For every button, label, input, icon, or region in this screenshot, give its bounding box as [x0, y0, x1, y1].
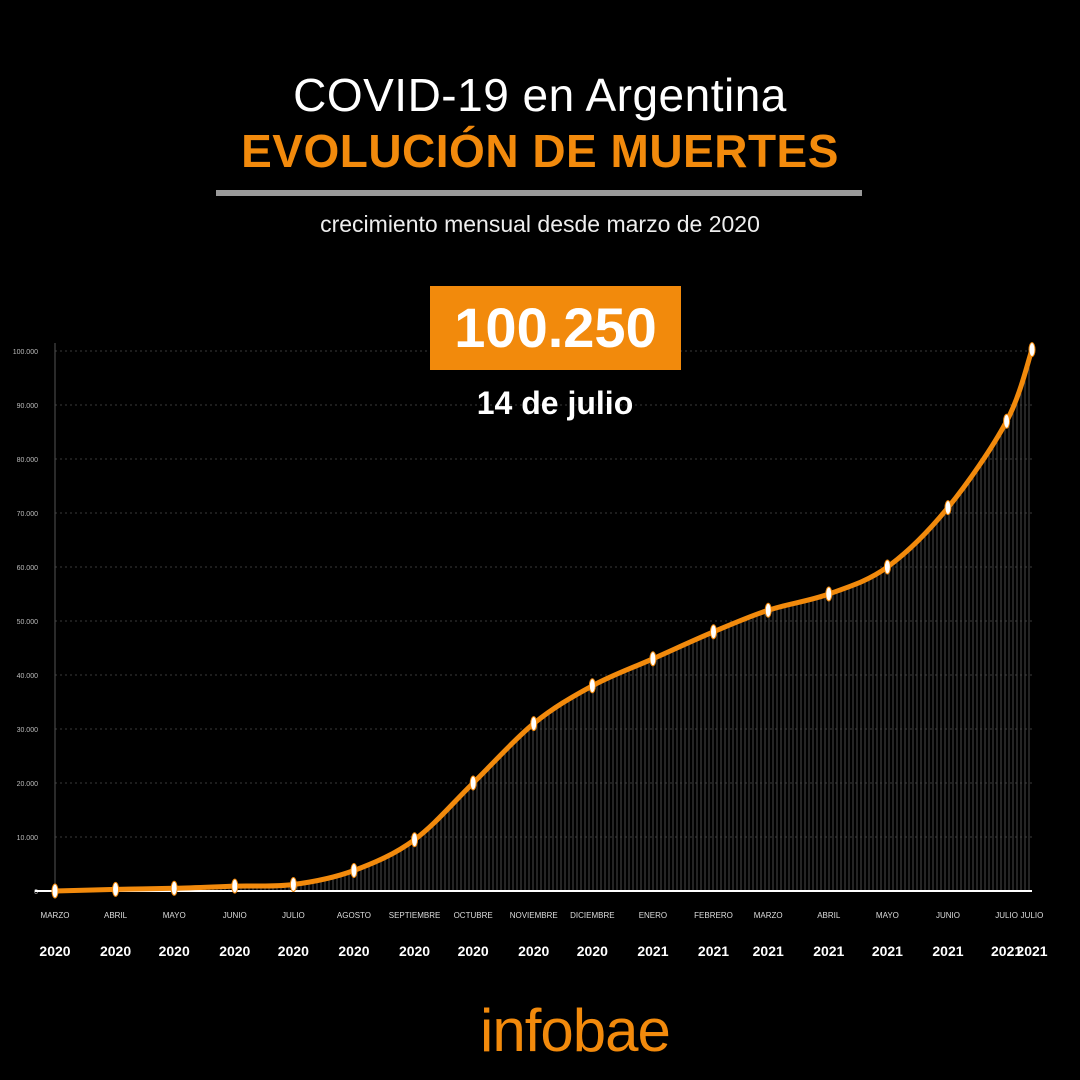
- y-tick-label: 70.000: [17, 511, 39, 518]
- y-tick-label: 100.000: [13, 349, 38, 356]
- y-tick-label: 0: [34, 889, 38, 896]
- x-tick-year: 2020: [338, 943, 369, 959]
- data-point: [231, 878, 239, 894]
- x-tick-month: NOVIEMBRE: [510, 911, 558, 920]
- chart-headline: EVOLUCIÓN DE MUERTES: [241, 125, 839, 177]
- infobae-logo: infobae: [480, 997, 671, 1064]
- x-tick-month: JULIO: [282, 911, 305, 920]
- x-tick-year: 2020: [39, 943, 70, 959]
- data-point: [112, 881, 120, 897]
- data-point: [51, 883, 59, 899]
- x-tick-month: ABRIL: [817, 911, 841, 920]
- x-tick-month: MAYO: [163, 911, 186, 920]
- x-tick-year: 2020: [518, 943, 549, 959]
- x-tick-month: DICIEMBRE: [570, 911, 614, 920]
- data-point: [1003, 413, 1011, 429]
- data-point: [530, 716, 538, 732]
- x-tick-year: 2021: [1016, 943, 1047, 959]
- x-tick-month: MAYO: [876, 911, 899, 920]
- x-tick-year: 2021: [813, 943, 844, 959]
- data-point: [350, 862, 358, 878]
- chart-title: COVID-19 en Argentina: [293, 69, 787, 121]
- x-tick-month: ABRIL: [104, 911, 128, 920]
- y-tick-label: 60.000: [17, 565, 39, 572]
- x-tick-year: 2021: [637, 943, 668, 959]
- x-tick-year: 2020: [399, 943, 430, 959]
- x-tick-month: ENERO: [639, 911, 667, 920]
- data-point: [883, 559, 891, 575]
- data-point: [944, 500, 952, 516]
- y-tick-label: 50.000: [17, 619, 39, 626]
- x-tick-year: 2020: [219, 943, 250, 959]
- y-tick-label: 20.000: [17, 781, 39, 788]
- data-point: [588, 678, 596, 694]
- x-tick-month: MARZO: [41, 911, 70, 920]
- y-tick-label: 30.000: [17, 727, 39, 734]
- x-tick-month: JULIO: [995, 911, 1018, 920]
- x-tick-year: 2021: [698, 943, 729, 959]
- y-tick-label: 80.000: [17, 457, 39, 464]
- title-divider: [216, 190, 862, 196]
- x-tick-year: 2020: [458, 943, 489, 959]
- x-tick-month: JULIO: [1021, 911, 1044, 920]
- data-point: [709, 624, 717, 640]
- data-point: [764, 602, 772, 618]
- x-tick-year: 2020: [278, 943, 309, 959]
- x-tick-month: AGOSTO: [337, 911, 371, 920]
- x-tick-year: 2020: [159, 943, 190, 959]
- x-tick-month: FEBRERO: [694, 911, 733, 920]
- x-tick-month: MARZO: [754, 911, 783, 920]
- data-point: [469, 775, 477, 791]
- x-tick-month: JUNIO: [936, 911, 960, 920]
- x-tick-month: OCTUBRE: [454, 911, 493, 920]
- data-point: [411, 832, 419, 848]
- x-tick-year: 2020: [100, 943, 131, 959]
- x-tick-year: 2020: [577, 943, 608, 959]
- y-tick-label: 40.000: [17, 673, 39, 680]
- x-tick-year: 2021: [872, 943, 903, 959]
- total-deaths-date: 14 de julio: [476, 385, 634, 421]
- area-fill: [55, 349, 1032, 892]
- data-point: [289, 877, 297, 893]
- total-deaths-badge: 100.250: [430, 286, 681, 370]
- x-tick-year: 2021: [753, 943, 784, 959]
- data-point: [1028, 342, 1036, 358]
- y-tick-label: 90.000: [17, 403, 39, 410]
- x-tick-month: JUNIO: [223, 911, 247, 920]
- y-tick-label: 10.000: [17, 835, 39, 842]
- data-point: [825, 586, 833, 602]
- data-point: [170, 880, 178, 896]
- x-tick-month: SEPTIEMBRE: [389, 911, 441, 920]
- x-tick-year: 2021: [991, 943, 1022, 959]
- chart-subtitle: crecimiento mensual desde marzo de 2020: [320, 211, 760, 237]
- x-tick-year: 2021: [932, 943, 963, 959]
- data-point: [649, 651, 657, 667]
